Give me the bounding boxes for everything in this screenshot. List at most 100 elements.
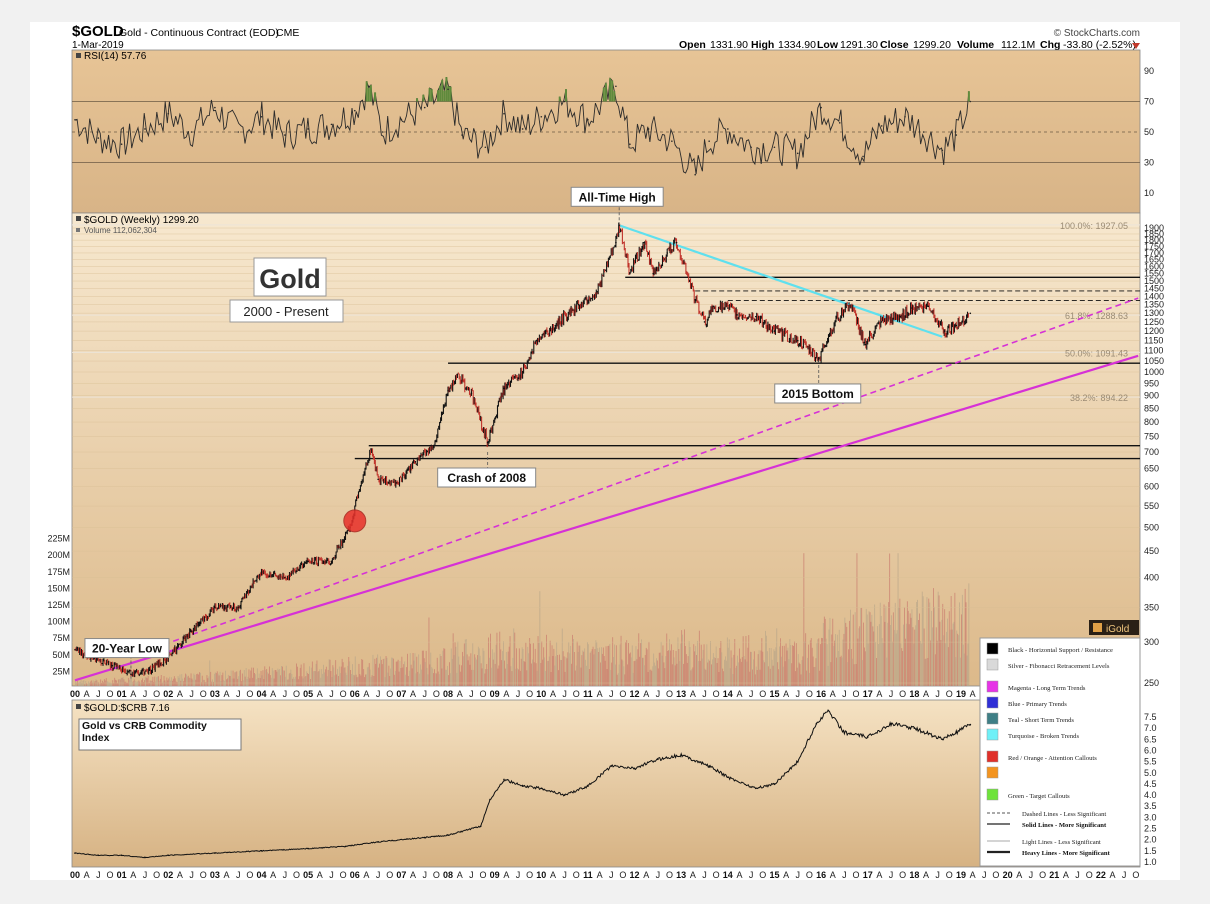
- volume-bar: [109, 682, 111, 686]
- volume-bar: [414, 653, 416, 686]
- volume-bar: [497, 668, 499, 686]
- x-month-label: O: [480, 689, 487, 699]
- volume-bar: [866, 614, 868, 686]
- volume-bar: [701, 658, 703, 686]
- volume-bar: [836, 634, 838, 686]
- volume-bar: [160, 675, 162, 686]
- rsi-point: [237, 131, 240, 133]
- legend-swatch: [986, 658, 999, 671]
- volume-bar: [258, 673, 260, 686]
- volume-bar: [675, 651, 677, 686]
- x-year-label: 20: [1003, 870, 1013, 880]
- volume-tick-label: 50M: [52, 650, 70, 660]
- x-month-label: A: [457, 689, 463, 699]
- x-month-label: J: [96, 870, 101, 880]
- legend-item-label: Green - Target Callouts: [1008, 793, 1070, 800]
- price-tick-label: 1300: [1144, 308, 1164, 318]
- x-month-label: A: [224, 870, 230, 880]
- volume-bar: [620, 635, 622, 686]
- volume-bar: [491, 649, 493, 686]
- volume-bar: [849, 620, 850, 686]
- volume-bar: [920, 643, 922, 686]
- volume-bar: [256, 668, 258, 686]
- volume-bar: [877, 626, 878, 686]
- rsi-point: [521, 128, 524, 130]
- callout-1: 2015 Bottom: [774, 359, 862, 404]
- ratio-point: [633, 767, 636, 770]
- volume-bar: [279, 669, 281, 686]
- volume-bar: [496, 632, 498, 686]
- volume-bar: [586, 665, 587, 686]
- volume-bar: [626, 640, 628, 686]
- volume-bar: [867, 643, 869, 686]
- x-month-label: O: [759, 870, 766, 880]
- ratio-tick-label: 1.0: [1144, 857, 1157, 867]
- rsi-point: [727, 128, 729, 130]
- x-month-label: O: [526, 870, 533, 880]
- volume-bar: [172, 678, 174, 686]
- volume-bar: [905, 638, 906, 686]
- price-tick-label: 800: [1144, 417, 1159, 427]
- volume-bar: [825, 638, 827, 686]
- volume-bar: [611, 662, 613, 686]
- volume-bar: [895, 633, 897, 686]
- volume-bar: [916, 602, 918, 686]
- volume-bar: [77, 682, 79, 686]
- high-value: 1334.90: [778, 39, 816, 51]
- volume-bar: [543, 647, 545, 686]
- volume-bar: [339, 673, 341, 686]
- x-month-label: O: [153, 689, 160, 699]
- volume-bar: [685, 654, 687, 686]
- volume-bar: [136, 681, 138, 686]
- volume-bar: [935, 627, 937, 686]
- rsi-point: [922, 131, 925, 133]
- volume-bar: [854, 612, 856, 686]
- volume-tick-label: 225M: [47, 534, 70, 544]
- legend-item-label: Black - Horizontal Support / Resistance: [1008, 647, 1113, 654]
- rsi-point: [330, 123, 333, 126]
- price-point: [190, 630, 193, 632]
- x-month-label: J: [1029, 870, 1034, 880]
- price-tick-label: 1150: [1144, 336, 1163, 346]
- volume-bar: [231, 678, 233, 686]
- volume-bar: [162, 681, 164, 686]
- x-month-label: O: [666, 870, 673, 880]
- x-month-label: J: [796, 689, 801, 699]
- volume-bar: [201, 675, 203, 686]
- x-month-label: J: [889, 870, 894, 880]
- volume-bar: [733, 654, 735, 686]
- volume-bar: [946, 631, 947, 686]
- x-month-label: A: [1110, 870, 1116, 880]
- x-month-label: A: [830, 689, 836, 699]
- volume-bar: [802, 656, 804, 686]
- volume-bar: [142, 678, 143, 686]
- volume-bar: [550, 672, 552, 686]
- volume-bar: [341, 658, 343, 686]
- price-panel: [71, 212, 1141, 687]
- volume-bar: [891, 615, 892, 686]
- volume-bar: [682, 634, 683, 686]
- x-year-label: 12: [630, 870, 640, 880]
- x-month-label: J: [469, 870, 474, 880]
- fib-label-0: 100.0%: 1927.05: [1060, 221, 1128, 231]
- x-month-label: O: [293, 870, 300, 880]
- volume-bar: [209, 660, 211, 686]
- volume-bar: [221, 675, 223, 686]
- volume-bar: [413, 660, 415, 686]
- volume-bar: [249, 678, 251, 686]
- volume-bar: [823, 616, 825, 686]
- price-point: [848, 302, 850, 304]
- legend-line-label: Dashed Lines - Less Significant: [1022, 811, 1106, 818]
- volume-bar: [897, 553, 899, 686]
- x-month-label: O: [1086, 870, 1093, 880]
- volume-bar: [722, 668, 724, 686]
- volume-bar: [185, 673, 186, 686]
- volume-bar: [625, 642, 627, 686]
- price-point: [447, 389, 449, 392]
- volume-bar: [941, 619, 943, 686]
- ratio-point: [423, 836, 426, 839]
- volume-bar: [922, 596, 924, 686]
- volume-bar: [215, 673, 217, 686]
- volume-bar: [420, 664, 421, 686]
- price-tick-label: 250: [1144, 678, 1159, 688]
